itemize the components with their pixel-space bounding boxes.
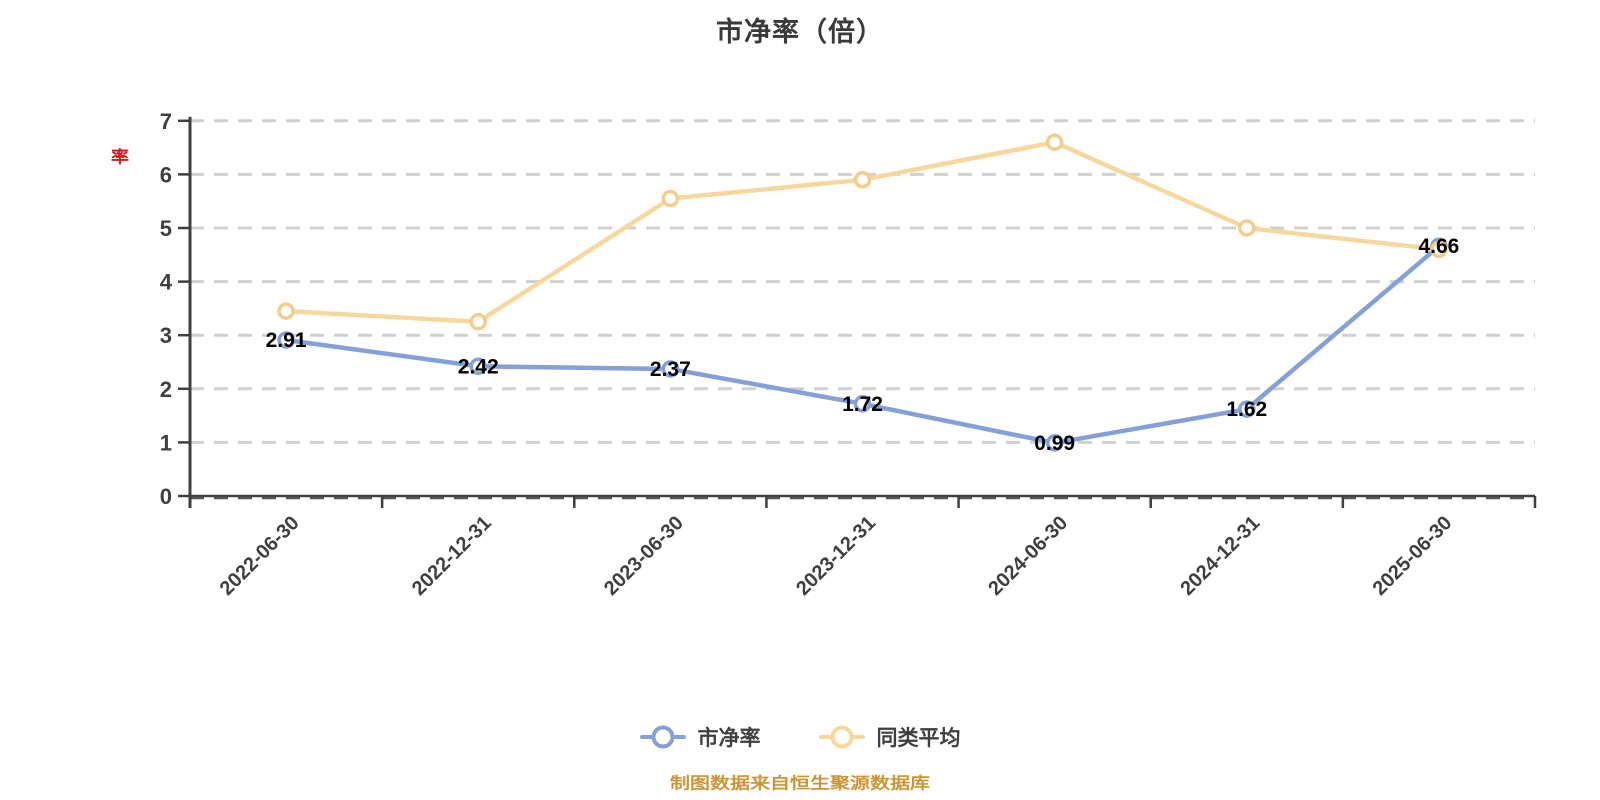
data-point-marker[interactable] (661, 189, 680, 208)
y-axis-label: 3 (160, 323, 172, 348)
x-axis-label: 2024-06-30 (984, 512, 1072, 600)
x-axis-label: 2023-12-31 (792, 512, 880, 600)
value-label: 2.42 (458, 355, 499, 378)
data-point-marker[interactable] (661, 360, 680, 378)
legend-label: 同类平均 (876, 727, 961, 750)
legend-line-circle-icon (639, 725, 686, 749)
y-axis-label: 2 (160, 377, 172, 402)
legend-line-circle-icon (818, 725, 865, 749)
data-point-marker[interactable] (1045, 434, 1064, 452)
chart-title: 市净率（倍） (716, 17, 884, 47)
x-axis-label: 2022-06-30 (216, 512, 304, 600)
data-point-marker[interactable] (1238, 400, 1256, 418)
x-axis-label: 2022-12-31 (408, 512, 496, 600)
data-point-marker[interactable] (853, 395, 872, 413)
data-point-marker[interactable] (1238, 219, 1256, 237)
y-axis-label: 6 (160, 162, 172, 187)
y-axis-label: 0 (160, 484, 172, 509)
data-source-note: 制图数据来自恒生聚源数据库 (670, 774, 930, 793)
legend-item-peer-average[interactable]: 同类平均 (818, 722, 961, 752)
series-line-同类平均 (283, 139, 1442, 325)
x-axis-label: 2025-06-30 (1369, 512, 1457, 600)
y-axis-label: 5 (160, 216, 172, 241)
x-axis-label: 2024-12-31 (1176, 512, 1264, 600)
x-axis-label: 2023-06-30 (600, 512, 688, 600)
value-label: 0.99 (1034, 432, 1075, 455)
value-label: 1.62 (1226, 398, 1267, 421)
data-point-marker[interactable] (277, 302, 295, 320)
y-axis-label: 7 (160, 109, 172, 134)
value-label: 2.91 (266, 329, 307, 352)
y-axis-label: 4 (160, 270, 173, 295)
y-axis-label: 1 (160, 430, 172, 455)
legend-label: 市净率 (697, 727, 761, 750)
value-label: 4.66 (1418, 235, 1459, 258)
data-point-marker[interactable] (469, 357, 487, 376)
value-label: 2.37 (650, 358, 691, 381)
data-point-marker[interactable] (1045, 133, 1064, 151)
chart-legend: 市净率 同类平均 (0, 722, 1600, 752)
data-point-marker[interactable] (469, 313, 487, 331)
data-point-marker[interactable] (853, 171, 872, 189)
data-point-marker[interactable] (1430, 240, 1448, 259)
legend-item-pb-ratio[interactable]: 市净率 (639, 722, 761, 752)
data-point-marker[interactable] (277, 331, 295, 349)
value-label: 1.72 (842, 393, 883, 416)
y-axis-name: 率 (111, 147, 129, 167)
